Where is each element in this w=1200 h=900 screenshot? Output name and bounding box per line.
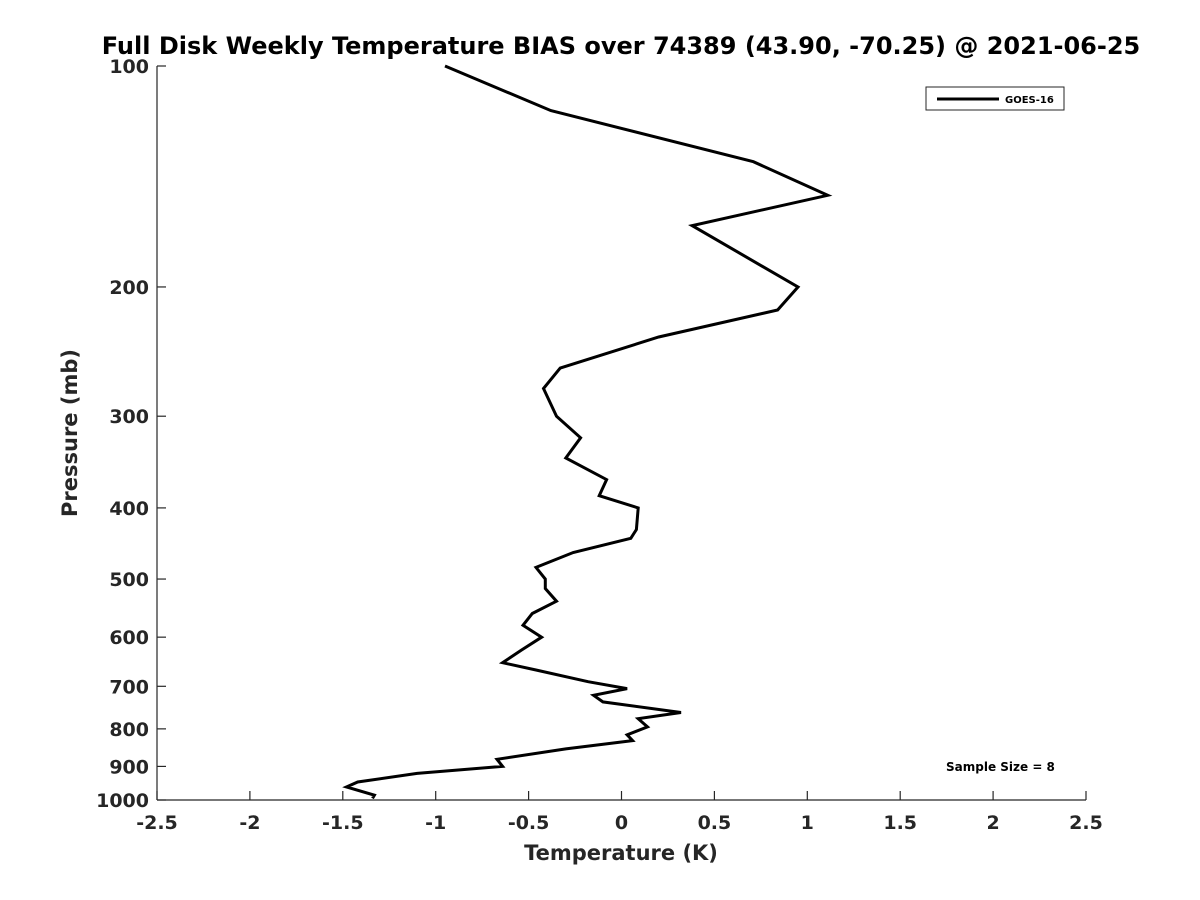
series-line-goes-16 (342, 64, 833, 800)
x-tick-label: -0.5 (508, 812, 550, 834)
y-axis-label: Pressure (mb) (58, 349, 82, 517)
y-tick-label: 500 (109, 569, 149, 591)
y-tick-label: 200 (109, 277, 149, 299)
x-tick-label: 0 (615, 812, 628, 834)
x-tick-label: -2.5 (136, 812, 178, 834)
sample-size-annotation: Sample Size = 8 (946, 760, 1055, 774)
legend-entry-goes-16: GOES-16 (1005, 95, 1054, 106)
y-tick-label: 300 (109, 406, 149, 428)
legend[interactable]: GOES-16 (925, 86, 1065, 111)
x-tick-label: 2.5 (1069, 812, 1103, 834)
y-tick-label: 800 (109, 719, 149, 741)
y-tick-label: 700 (109, 676, 149, 698)
y-tick-label: 100 (109, 56, 149, 78)
y-ticks: 100 200 300 400 500 600 700 800 900 1000 (96, 56, 166, 812)
y-tick-label: 600 (109, 627, 149, 649)
x-tick-label: -1 (425, 812, 446, 834)
y-tick-label: 1000 (96, 790, 149, 812)
x-tick-label: 0.5 (698, 812, 732, 834)
x-tick-label: 1 (801, 812, 814, 834)
y-tick-label: 900 (109, 756, 149, 778)
x-tick-label: 1.5 (883, 812, 917, 834)
y-tick-label: 400 (109, 498, 149, 520)
x-tick-label: 2 (986, 812, 999, 834)
x-axis-label: Temperature (K) (524, 841, 718, 865)
x-tick-label: -2 (239, 812, 260, 834)
x-ticks: -2.5 -2 -1.5 -1 -0.5 0 0.5 1 1.5 2 2.5 (136, 791, 1103, 834)
chart-title: Full Disk Weekly Temperature BIAS over 7… (102, 32, 1141, 60)
x-tick-label: -1.5 (322, 812, 364, 834)
